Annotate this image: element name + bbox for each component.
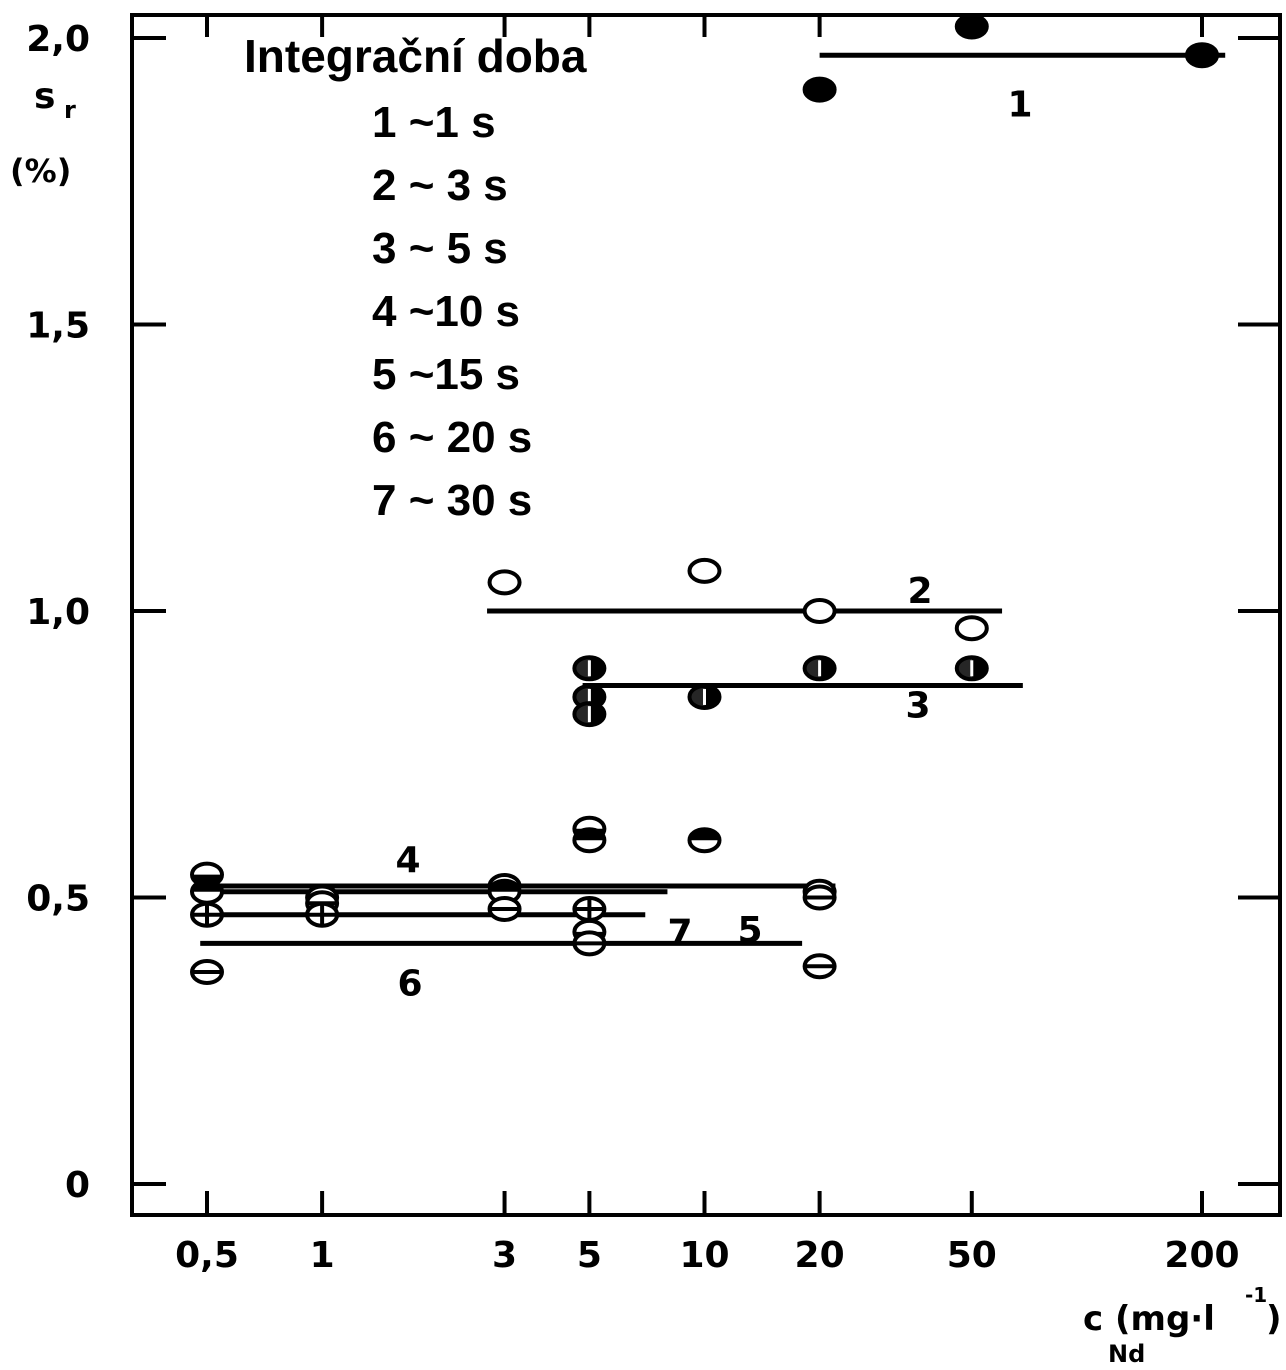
- y-tick-label: 0,5: [26, 879, 90, 920]
- x-tick-label: 50: [947, 1235, 997, 1276]
- x-axis-label-sup: -1: [1245, 1283, 1267, 1307]
- data-point-series-5-0: [190, 878, 224, 905]
- y-tick-label: 2,0: [26, 19, 90, 60]
- x-axis-label: c (mg·l -1 ) Nd: [1083, 1283, 1282, 1368]
- x-tick-label: 1: [310, 1235, 335, 1276]
- legend-title: Integrační doba: [244, 30, 587, 82]
- data-point-series-3-5: [954, 655, 989, 682]
- series-label-2: 2: [907, 571, 932, 612]
- y-tick-label: 0: [65, 1165, 90, 1206]
- x-tick-label: 5: [577, 1235, 602, 1276]
- data-point-series-3-2: [572, 701, 607, 728]
- legend-entry-5: 5 ~15 s: [372, 350, 520, 399]
- data-point-series-7-2: [572, 895, 607, 922]
- x-tick-label: 20: [795, 1235, 845, 1276]
- data-point-series-3-0: [572, 655, 607, 682]
- data-point-series-1-2: [1185, 42, 1219, 69]
- legend-entry-4: 4 ~10 s: [372, 287, 520, 336]
- data-point-series-7-0: [190, 901, 224, 928]
- legend-entry-7: 7 ~ 30 s: [372, 476, 532, 525]
- legend: Integrační doba 1 ~1 s 2 ~ 3 s 3 ~ 5 s 4…: [244, 30, 587, 525]
- data-point-series-6-5: [802, 953, 837, 980]
- series-label-5: 5: [737, 910, 762, 951]
- x-tick-label: 10: [679, 1235, 729, 1276]
- y-axis-label-sub: r: [64, 96, 76, 124]
- y-axis-label: s r (%): [10, 76, 76, 190]
- legend-entry-2: 2 ~ 3 s: [372, 161, 508, 210]
- legend-entry-1: 1 ~1 s: [372, 98, 496, 147]
- x-tick-label: 3: [492, 1235, 517, 1276]
- data-point-series-1-0: [802, 76, 837, 103]
- data-point-series-6-0: [190, 958, 224, 985]
- data-point-series-5-3: [687, 827, 722, 854]
- y-axis-label-unit: (%): [10, 152, 71, 190]
- series-labels: 1 2 3 4 5 6 7: [395, 85, 1032, 1005]
- series-label-1: 1: [1007, 85, 1032, 126]
- data-point-series-6-3: [572, 930, 607, 957]
- x-axis-label-close: ): [1266, 1299, 1282, 1339]
- series-label-6: 6: [397, 963, 422, 1004]
- data-point-series-2-1: [687, 557, 722, 584]
- legend-entry-3: 3 ~ 5 s: [372, 224, 508, 273]
- data-point-series-3-3: [687, 683, 722, 710]
- data-point-series-1-1: [954, 13, 989, 40]
- y-axis-label-main: s: [34, 76, 55, 117]
- x-tick-label: 0,5: [175, 1235, 239, 1276]
- data-point-series-6-2: [487, 895, 522, 922]
- data-point-series-5-2: [572, 827, 607, 854]
- data-point-series-3-4: [802, 655, 837, 682]
- x-tick-label: 200: [1164, 1235, 1239, 1276]
- data-point-series-2-3: [954, 615, 989, 642]
- series-label-7: 7: [667, 913, 692, 954]
- y-tick-label: 1,0: [26, 592, 90, 633]
- legend-entry-6: 6 ~ 20 s: [372, 413, 532, 462]
- y-tick-label: 1,5: [26, 306, 90, 347]
- series-label-3: 3: [905, 685, 930, 726]
- data-point-series-7-1: [305, 901, 340, 928]
- x-axis-label-sub: Nd: [1108, 1340, 1145, 1368]
- data-point-series-2-0: [487, 569, 522, 596]
- data-point-series-6-4: [802, 884, 837, 911]
- series-label-4: 4: [395, 840, 420, 881]
- x-axis-label-main: c (mg·l: [1083, 1299, 1215, 1339]
- data-point-series-2-2: [802, 598, 837, 624]
- data-points: [190, 13, 1219, 985]
- axis-ticks: 0,5 1 3 5 10 20 50 200 0 0,5 1,0 1,5 2,0: [26, 15, 1280, 1276]
